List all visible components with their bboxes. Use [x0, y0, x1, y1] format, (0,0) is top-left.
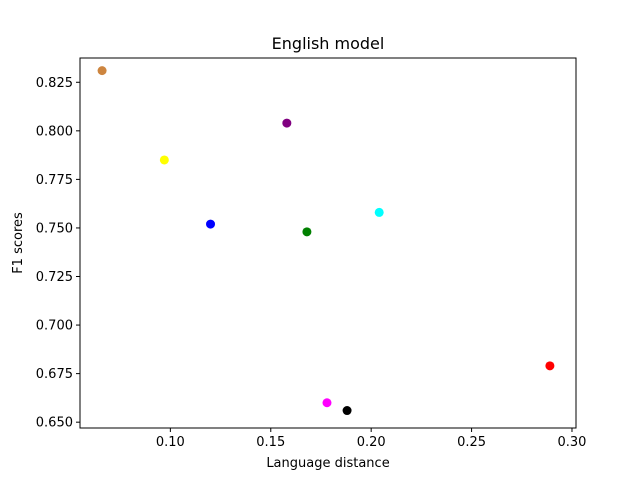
data-point-9	[545, 361, 555, 371]
x-tick-label: 0.25	[457, 435, 486, 450]
data-point-7	[342, 406, 352, 416]
data-point-6	[322, 398, 332, 408]
chart-title: English model	[272, 34, 385, 53]
plot-frame	[79, 57, 577, 429]
y-tick-label: 0.675	[36, 367, 73, 382]
y-tick-label: 0.650	[36, 416, 73, 431]
data-point-2	[159, 155, 169, 165]
x-axis-ticks: 0.10 0.15 0.20 0.25 0.30	[156, 428, 587, 450]
y-axis-ticks: 0.650 0.675 0.700 0.725 0.750 0.775 0.800 0.825	[36, 76, 80, 431]
y-axis-label: F1 scores	[11, 212, 26, 274]
x-axis-label: Language distance	[266, 456, 389, 471]
x-tick-label: 0.20	[357, 435, 386, 450]
plot-area	[80, 58, 576, 428]
y-tick-label: 0.825	[36, 76, 73, 91]
y-tick-label: 0.750	[36, 221, 73, 236]
data-point-8	[374, 207, 384, 217]
y-tick-label: 0.800	[36, 124, 73, 139]
y-tick-label: 0.775	[36, 173, 73, 188]
data-point-4	[282, 118, 292, 128]
y-tick-label: 0.725	[36, 270, 73, 285]
plot-background	[80, 58, 576, 428]
data-point-5	[302, 227, 312, 237]
x-tick-label: 0.15	[256, 435, 285, 450]
y-tick-label: 0.700	[36, 319, 73, 334]
data-points	[97, 66, 555, 416]
data-point-1	[97, 66, 107, 76]
x-tick-label: 0.10	[156, 435, 185, 450]
data-point-3	[206, 219, 216, 229]
x-tick-label: 0.30	[558, 435, 587, 450]
